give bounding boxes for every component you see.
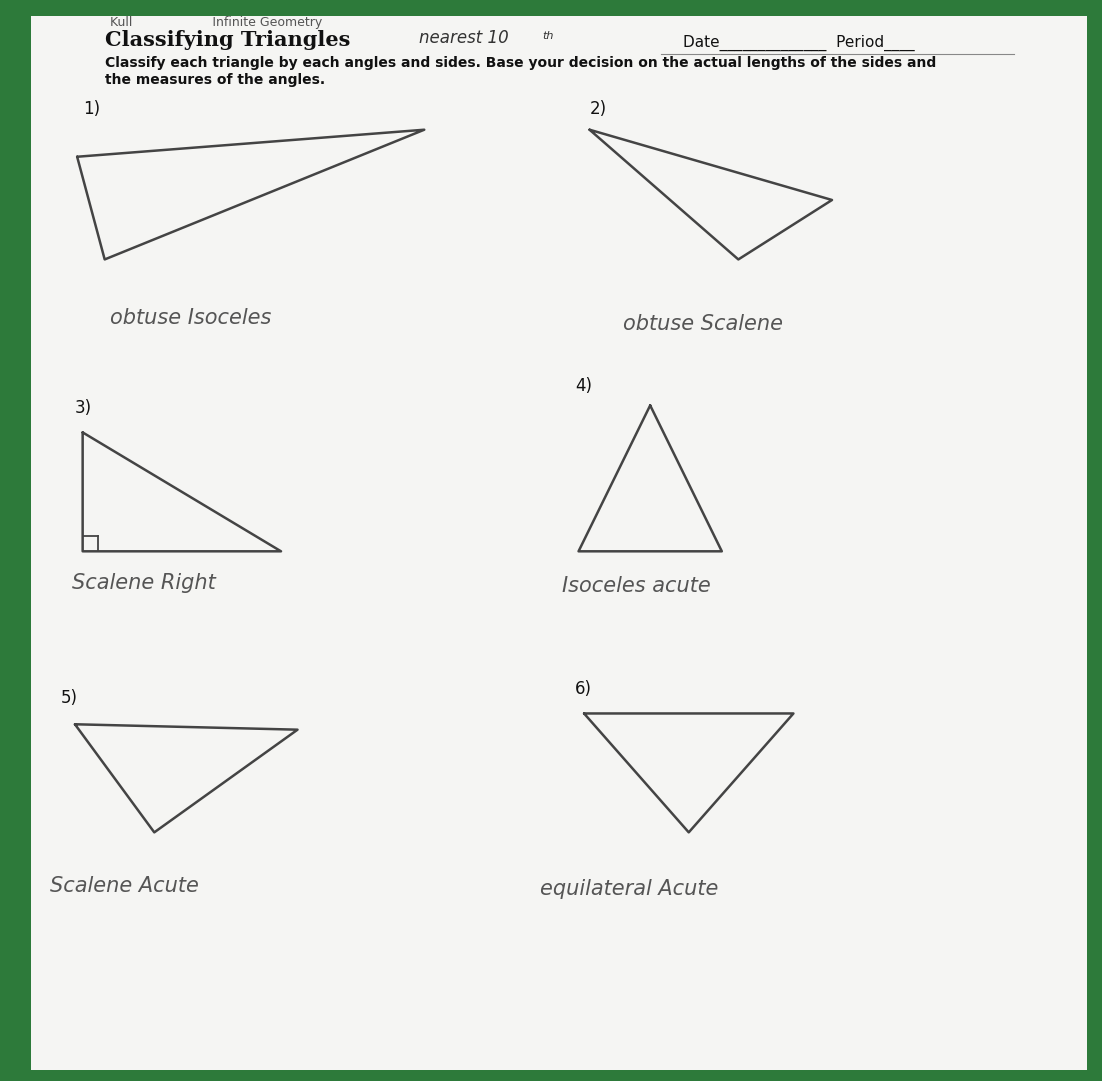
Text: Scalene Right: Scalene Right: [72, 573, 215, 593]
Text: 1): 1): [83, 99, 100, 118]
Text: 4): 4): [575, 377, 592, 396]
Text: 6): 6): [575, 680, 592, 698]
Text: equilateral Acute: equilateral Acute: [540, 879, 719, 899]
Text: Kull                    Infinite Geometry: Kull Infinite Geometry: [110, 16, 323, 29]
Text: obtuse Isoceles: obtuse Isoceles: [110, 308, 271, 329]
Text: 2): 2): [590, 99, 607, 118]
Text: Isoceles acute: Isoceles acute: [562, 576, 711, 597]
FancyBboxPatch shape: [31, 16, 1087, 1070]
Text: Classify each triangle by each angles and sides. Base your decision on the actua: Classify each triangle by each angles an…: [105, 56, 936, 70]
Text: the measures of the angles.: the measures of the angles.: [105, 74, 325, 88]
Text: 3): 3): [75, 399, 93, 417]
Text: th: th: [542, 31, 553, 41]
Text: nearest 10: nearest 10: [419, 29, 508, 48]
Text: 5): 5): [61, 689, 77, 707]
Text: Scalene Acute: Scalene Acute: [50, 876, 198, 896]
Text: obtuse Scalene: obtuse Scalene: [623, 313, 782, 334]
Text: Classifying Triangles: Classifying Triangles: [105, 30, 350, 51]
Text: Date______________  Period____: Date______________ Period____: [683, 35, 915, 51]
